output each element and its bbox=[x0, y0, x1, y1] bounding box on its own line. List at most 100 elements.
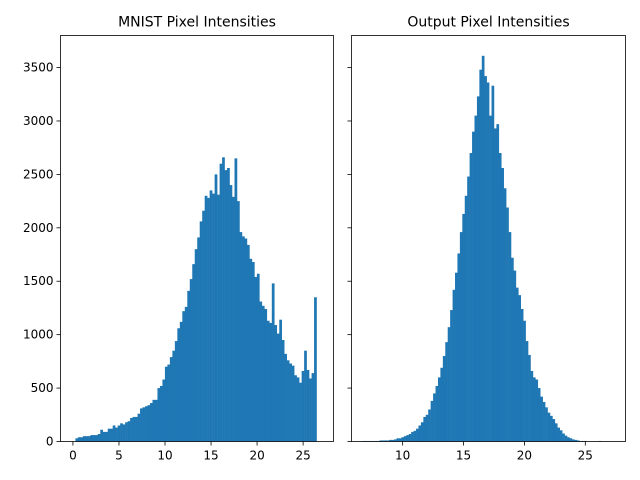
y-tick-label: 1500 bbox=[23, 274, 54, 288]
histogram-bar bbox=[408, 434, 412, 442]
histogram-bar bbox=[508, 232, 512, 442]
histogram-bar bbox=[122, 424, 126, 442]
histogram-bar bbox=[528, 354, 531, 442]
histogram-bar bbox=[403, 436, 407, 442]
histogram-bar bbox=[130, 417, 133, 442]
histogram-bar bbox=[486, 82, 490, 442]
histogram-bar bbox=[435, 385, 439, 442]
histogram-bar bbox=[525, 341, 529, 442]
histogram-bar bbox=[428, 409, 431, 442]
histogram-bar bbox=[501, 167, 504, 442]
histogram-bar bbox=[227, 167, 230, 442]
histogram-bar bbox=[532, 377, 536, 442]
histogram-bar bbox=[386, 440, 390, 442]
histogram-bar bbox=[224, 170, 228, 442]
axes-frame bbox=[60, 35, 334, 442]
x-tick-label: 25 bbox=[578, 449, 593, 463]
histogram-bar bbox=[559, 430, 563, 442]
histogram-bar bbox=[503, 188, 507, 442]
histogram-bar bbox=[107, 428, 111, 442]
histogram-bar bbox=[567, 437, 570, 442]
histogram-bar bbox=[442, 356, 446, 442]
x-tick-label: 5 bbox=[115, 449, 123, 463]
axes-frame bbox=[351, 35, 626, 442]
histogram-bar bbox=[87, 436, 91, 442]
histogram-bar bbox=[530, 370, 534, 442]
histogram-bar bbox=[251, 262, 255, 442]
histogram-bar bbox=[271, 283, 275, 442]
histogram-bar bbox=[259, 301, 263, 442]
histogram-bar bbox=[484, 76, 487, 442]
histogram-bar bbox=[445, 342, 448, 442]
histogram-bar bbox=[237, 201, 240, 442]
histogram-bar bbox=[266, 320, 270, 442]
x-tick-label: 10 bbox=[395, 449, 410, 463]
histogram-bar bbox=[82, 436, 86, 442]
histogram-bar bbox=[217, 194, 220, 442]
histogram-bar bbox=[523, 320, 526, 442]
histogram-bar bbox=[416, 428, 419, 442]
histogram-bar bbox=[299, 382, 302, 442]
histogram-bar bbox=[384, 440, 388, 442]
histogram-bar bbox=[184, 306, 188, 442]
histogram-bar bbox=[571, 439, 575, 442]
histogram-bar bbox=[469, 153, 473, 442]
histogram-bar bbox=[401, 437, 405, 442]
histogram-bar bbox=[481, 55, 485, 442]
histogram-bar bbox=[545, 407, 548, 442]
histogram-bar bbox=[513, 270, 517, 442]
histogram-bar bbox=[135, 416, 138, 442]
histogram-bar bbox=[291, 365, 295, 442]
histogram-bar bbox=[554, 423, 558, 442]
histogram-bar bbox=[199, 221, 203, 442]
histogram-bar bbox=[381, 440, 385, 442]
histogram-bar bbox=[92, 435, 96, 442]
histogram-bar bbox=[423, 416, 427, 442]
histogram-bar bbox=[97, 434, 101, 442]
histogram-bar bbox=[281, 340, 285, 442]
histogram-bar bbox=[284, 353, 287, 442]
histogram-bar bbox=[207, 197, 210, 442]
histogram-bar bbox=[314, 297, 317, 442]
histogram-bar bbox=[249, 258, 253, 442]
histogram-bar bbox=[474, 115, 478, 442]
histogram-bar bbox=[276, 333, 280, 442]
histogram-bar bbox=[493, 128, 497, 442]
histogram-bar bbox=[112, 425, 116, 442]
histogram-bar bbox=[467, 176, 470, 442]
histogram-bar bbox=[219, 163, 223, 442]
histogram-bar bbox=[437, 377, 441, 442]
histogram-bar bbox=[197, 237, 200, 442]
histogram-bar bbox=[537, 388, 541, 442]
histogram-bar bbox=[452, 289, 456, 442]
histogram-bar bbox=[569, 438, 573, 442]
histogram-bar bbox=[279, 319, 283, 442]
histogram-bar bbox=[145, 406, 148, 442]
histogram-bar bbox=[398, 438, 402, 442]
histogram-bar bbox=[515, 287, 519, 442]
histogram-bar bbox=[479, 69, 483, 442]
histogram-bar bbox=[464, 195, 468, 442]
histogram-bar bbox=[212, 193, 215, 442]
histogram-bar bbox=[152, 399, 156, 442]
histogram-bar bbox=[154, 399, 158, 442]
x-tick-label: 15 bbox=[456, 449, 471, 463]
histogram-bar bbox=[549, 415, 553, 442]
histogram-panel-mnist: MNIST Pixel Intensities 0 5 10 15 20 25 0 500 10… bbox=[23, 15, 334, 463]
histogram-bar bbox=[274, 325, 278, 442]
histogram-bar bbox=[80, 437, 84, 442]
histogram-bar bbox=[506, 207, 509, 442]
x-tick-label: 10 bbox=[157, 449, 172, 463]
histogram-bar bbox=[222, 157, 225, 442]
histogram-bar bbox=[455, 272, 458, 442]
x-tick-label: 25 bbox=[295, 449, 310, 463]
histogram-bar bbox=[254, 276, 258, 442]
histogram-bar bbox=[75, 438, 79, 442]
histogram-bar bbox=[450, 310, 453, 442]
histogram-bar bbox=[192, 264, 195, 442]
histogram-bar bbox=[90, 435, 94, 442]
histogram-bar bbox=[241, 236, 245, 442]
histogram-bar bbox=[234, 158, 238, 442]
y-tick-label: 500 bbox=[31, 381, 54, 395]
histogram-bar bbox=[457, 253, 461, 442]
